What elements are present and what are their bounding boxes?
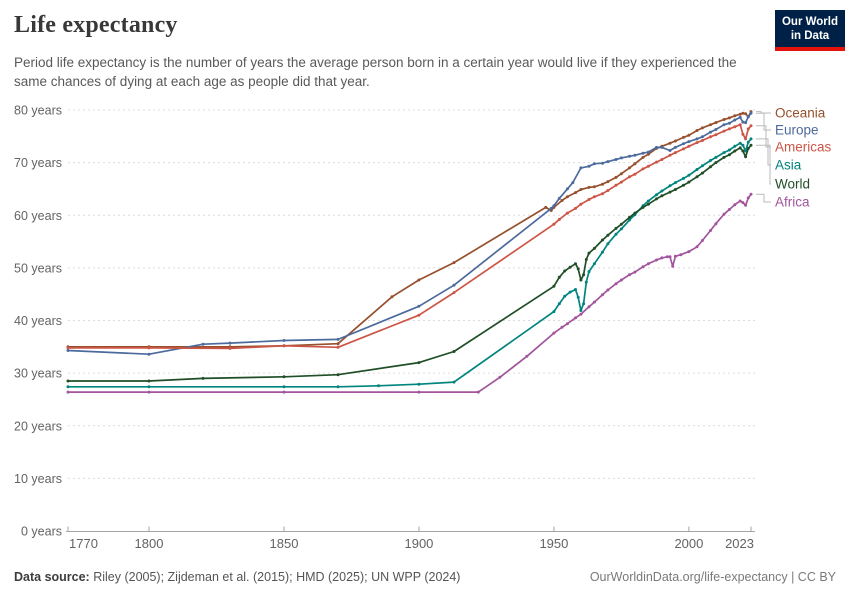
series-markers-americas bbox=[66, 123, 753, 350]
x-axis-label: 2023 bbox=[725, 536, 754, 551]
y-axis-label: 70 years bbox=[14, 156, 62, 170]
series-markers-africa bbox=[66, 192, 753, 394]
footer-data-source: Data source: Riley (2005); Zijdeman et a… bbox=[14, 570, 460, 584]
series-line-africa[interactable] bbox=[67, 193, 752, 393]
series-line-oceania[interactable] bbox=[67, 110, 752, 348]
y-axis-label: 40 years bbox=[14, 314, 62, 328]
series-line-asia[interactable] bbox=[67, 138, 752, 388]
legend-label-oceania[interactable]: Oceania bbox=[775, 106, 826, 121]
y-axis-label: 10 years bbox=[14, 472, 62, 486]
series-markers-europe bbox=[66, 111, 753, 356]
legend-label-americas[interactable]: Americas bbox=[775, 140, 832, 155]
y-axis-label: 0 years bbox=[21, 525, 62, 539]
x-axis-label: 1900 bbox=[404, 536, 433, 551]
series-markers-oceania bbox=[66, 110, 753, 349]
data-source-label: Data source: bbox=[14, 570, 90, 584]
owid-logo-line1: Our World bbox=[781, 16, 838, 28]
series-line-world[interactable] bbox=[67, 144, 752, 382]
x-axis-label: 1950 bbox=[539, 536, 568, 551]
x-axis-label: 2000 bbox=[674, 536, 703, 551]
legend-connector-africa bbox=[756, 193, 771, 203]
data-source-text: Riley (2005); Zijdeman et al. (2015); HM… bbox=[89, 570, 461, 584]
page-title: Life expectancy bbox=[14, 12, 178, 38]
legend-connector-world bbox=[756, 144, 771, 185]
y-axis-label: 20 years bbox=[14, 419, 62, 433]
x-axis-label: 1770 bbox=[69, 536, 98, 551]
owid-logo[interactable]: Our World in Data bbox=[775, 10, 845, 51]
legend-label-europe[interactable]: Europe bbox=[775, 123, 819, 138]
series-markers-world bbox=[66, 143, 753, 383]
legend-label-world[interactable]: World bbox=[775, 177, 810, 192]
legend-connector-europe bbox=[756, 112, 771, 131]
y-axis-label: 50 years bbox=[14, 261, 62, 275]
x-axis-label: 1850 bbox=[270, 536, 299, 551]
legend-connector-oceania bbox=[756, 111, 771, 114]
legend-label-asia[interactable]: Asia bbox=[775, 158, 802, 173]
series-markers-asia bbox=[66, 137, 753, 389]
x-axis-label: 1800 bbox=[135, 536, 164, 551]
chart-subtitle: Period life expectancy is the number of … bbox=[14, 55, 737, 89]
series-line-americas[interactable] bbox=[67, 123, 752, 350]
footer-link[interactable]: OurWorldinData.org/life-expectancy | CC … bbox=[589, 570, 836, 584]
y-axis-label: 60 years bbox=[14, 209, 62, 223]
y-axis-label: 30 years bbox=[14, 367, 62, 381]
legend-connector-asia bbox=[756, 138, 771, 166]
owid-logo-line2: in Data bbox=[790, 30, 830, 42]
legend-label-africa[interactable]: Africa bbox=[775, 195, 810, 210]
y-axis-label: 80 years bbox=[14, 104, 62, 118]
